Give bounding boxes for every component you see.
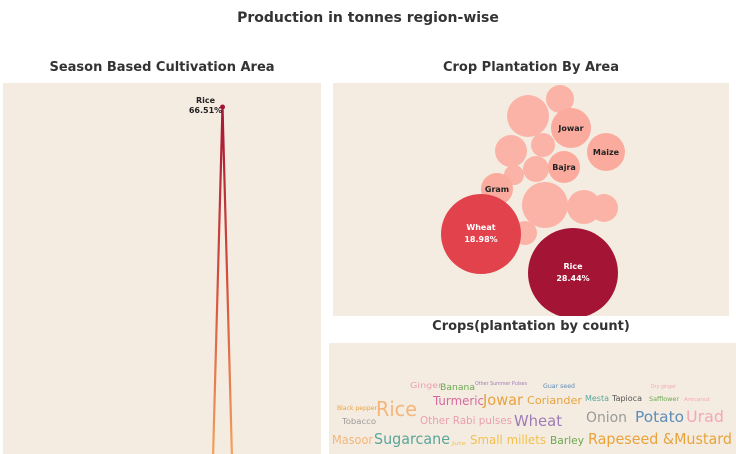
word-coriander[interactable]: Coriander (527, 394, 582, 407)
word-banana[interactable]: Banana (440, 383, 475, 393)
bubble-label: Gram (485, 185, 509, 194)
word-sugarcane[interactable]: Sugarcane (374, 430, 450, 448)
bubble-jowar[interactable] (551, 108, 591, 148)
word-jowar[interactable]: Jowar (482, 391, 524, 409)
bubble-rice[interactable] (528, 228, 618, 316)
word-ginger[interactable]: Ginger (410, 381, 443, 390)
word-barley[interactable]: Barley (550, 434, 584, 447)
bubble-label: Bajra (552, 163, 576, 172)
bubble-crop-9[interactable] (522, 182, 568, 228)
bubble-wheat[interactable] (441, 194, 521, 274)
word-guar-seed[interactable]: Guar seed (543, 383, 575, 390)
word-onion[interactable]: Onion (586, 410, 627, 426)
word-mesta[interactable]: Mesta (585, 394, 609, 403)
line-chart-panel: Rice 66.51% (3, 83, 321, 454)
bubble-crop-10[interactable] (567, 190, 601, 224)
bubble-chart-panel: Gram Bajra Jowar Maize Rice 28.44% Wheat 18.98% (333, 83, 729, 316)
word-urad[interactable]: Urad (686, 407, 724, 426)
word-rice[interactable]: Rice (376, 397, 417, 421)
bubble-chart-title: Crop Plantation By Area (442, 60, 620, 75)
word-wheat[interactable]: Wheat (514, 412, 562, 430)
word-tobacco[interactable]: Tobacco (341, 417, 376, 426)
bubble-label: Wheat (466, 223, 495, 232)
word-small-millets[interactable]: Small millets (470, 433, 546, 447)
bubble-bajra[interactable] (548, 151, 580, 183)
word-black-pepper[interactable]: Black pepper (337, 405, 378, 412)
word-other-rabi-pulses[interactable]: Other Rabi pulses (420, 414, 512, 427)
word-masoor[interactable]: Masoor (332, 433, 373, 447)
data-point-rice[interactable] (220, 104, 225, 110)
word-jute[interactable]: Jute (451, 441, 466, 447)
data-label-name: Rice (196, 96, 216, 105)
bubble-label: Maize (593, 148, 620, 157)
word-turmeric[interactable]: Turmeric (432, 394, 484, 408)
bubble-label: Jowar (557, 124, 583, 133)
bubble-crop-14[interactable] (531, 133, 555, 157)
word-dry-ginger[interactable]: Dry ginger (651, 384, 677, 390)
word-other-summer-pulses[interactable]: Other Summer Pulses (475, 381, 527, 387)
crop-bubble-chart: Gram Bajra Jowar Maize Rice 28.44% Wheat 18.98% (441, 85, 625, 316)
bubble-value: 28.44% (556, 274, 589, 283)
bubble-crop-6[interactable] (507, 95, 549, 137)
word-safflower[interactable]: Safflower (649, 396, 680, 403)
bubble-crop-13[interactable] (523, 156, 549, 182)
bubble-label: Rice (563, 262, 583, 271)
page-title: Production in tonnes region-wise (237, 10, 499, 26)
word-rapeseed-mustard[interactable]: Rapeseed &Mustard (588, 430, 732, 448)
word-potato[interactable]: Potato (635, 408, 684, 426)
word-arecanut[interactable]: Arecanut (684, 397, 710, 403)
wordcloud-panel: Ginger Banana Other Summer Pulses Guar seed… (329, 343, 736, 454)
bubble-value: 18.98% (464, 235, 497, 244)
bubble-crop-7[interactable] (495, 135, 527, 167)
data-label-value: 66.51% (189, 106, 222, 115)
bubble-maize[interactable] (587, 133, 625, 171)
word-tapioca[interactable]: Tapioca (611, 394, 642, 403)
wordcloud-title: Crops(plantation by count) (432, 319, 630, 334)
line-chart-title: Season Based Cultivation Area (49, 60, 275, 75)
bubble-crop-12[interactable] (546, 85, 574, 113)
series-line-rice (212, 106, 233, 454)
